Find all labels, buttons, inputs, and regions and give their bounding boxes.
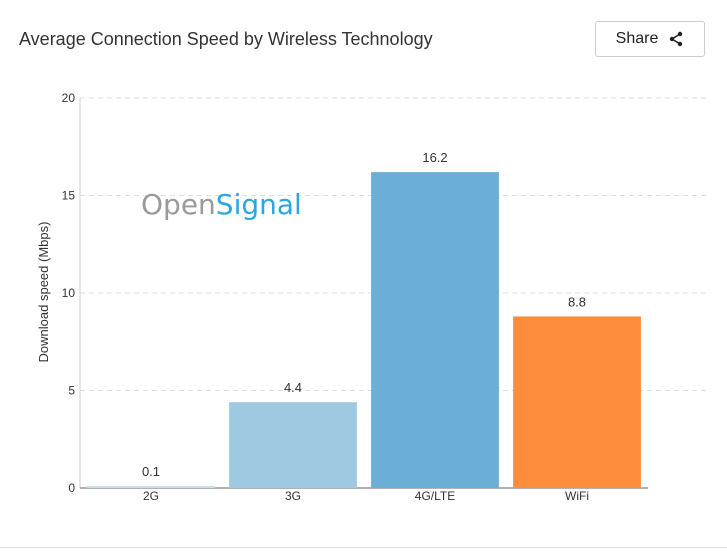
bar-wifi[interactable] [513, 316, 641, 488]
share-button-label: Share [615, 30, 659, 47]
bar-2g[interactable] [87, 486, 215, 488]
bars [87, 172, 641, 488]
y-tick-label: 15 [62, 189, 76, 203]
y-axis-label: Download speed (Mbps) [36, 222, 51, 363]
watermark-open: Open [141, 188, 216, 221]
share-icon [668, 31, 684, 47]
bottom-divider [0, 547, 727, 548]
data-label: 0.1 [142, 464, 160, 479]
data-label: 16.2 [422, 150, 447, 165]
x-tick-label: WiFi [565, 489, 589, 503]
y-tick-label: 0 [68, 481, 75, 495]
data-labels: 0.1 4.4 16.2 8.8 [142, 150, 586, 479]
y-tick-label: 5 [68, 384, 75, 398]
watermark-signal: Signal [216, 188, 302, 221]
share-button[interactable]: Share [595, 21, 705, 57]
x-tick-label: 2G [143, 489, 159, 503]
y-tick-label: 10 [62, 286, 76, 300]
x-tick-label: 3G [285, 489, 301, 503]
data-label: 4.4 [284, 380, 302, 395]
bar-3g[interactable] [229, 402, 357, 488]
chart-title: Average Connection Speed by Wireless Tec… [19, 29, 433, 49]
x-tick-label: 4G/LTE [415, 489, 455, 503]
data-label: 8.8 [568, 294, 586, 309]
opensignal-watermark: OpenSignal [141, 188, 302, 221]
y-tick-label: 20 [62, 91, 76, 105]
bar-4g-lte[interactable] [371, 172, 499, 488]
